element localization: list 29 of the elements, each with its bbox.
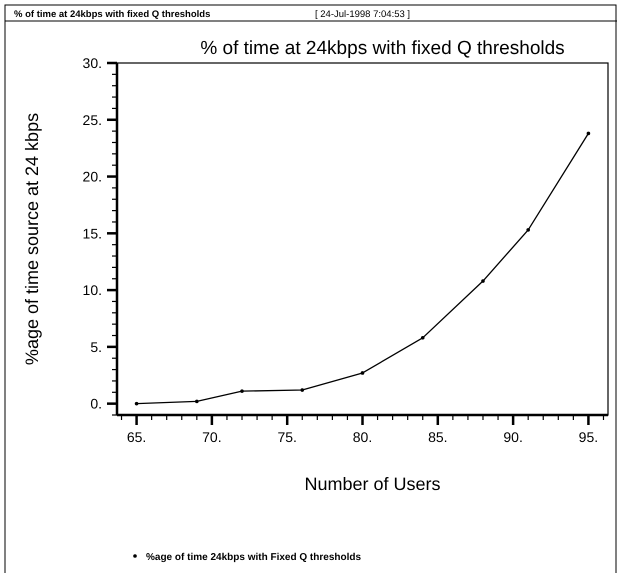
y-tick-label: 5.	[90, 338, 102, 355]
point	[586, 132, 590, 136]
x-tick-label: 70.	[202, 429, 222, 445]
x-tick-label: 90.	[503, 429, 523, 445]
y-tick-label: 20.	[82, 168, 102, 185]
point	[195, 400, 199, 404]
y-tick-label: 25.	[82, 112, 102, 128]
x-tick-label: 95.	[578, 429, 598, 445]
y-tick-label: 30.	[82, 55, 102, 71]
text: % of time at 24kbps with fixed Q thresholds	[14, 9, 210, 20]
point	[360, 371, 364, 375]
x-tick-label: 65.	[126, 429, 146, 445]
point	[526, 228, 530, 232]
y-axis-title: %age of time source at 24 kbps	[22, 112, 42, 366]
x-axis-title: Number of Users	[304, 474, 441, 494]
x-tick-label: 80.	[352, 429, 372, 445]
y-tick-label: 15.	[82, 225, 102, 242]
x-tick-label: 75.	[277, 429, 297, 445]
y-tick-label: 10.	[82, 282, 102, 298]
point	[481, 279, 485, 283]
point	[300, 388, 304, 392]
point	[240, 389, 244, 393]
y-tick-label: 0.	[90, 396, 102, 412]
point	[134, 402, 138, 406]
text: [ 24-Jul-1998 7:04:53 ]	[315, 9, 410, 20]
legend-label: %age of time 24kbps with Fixed Q thresholds	[146, 552, 362, 563]
point	[420, 336, 425, 340]
x-tick-label: 85.	[428, 429, 448, 445]
chart-title: % of time at 24kbps with fixed Q thresholds	[200, 38, 565, 59]
